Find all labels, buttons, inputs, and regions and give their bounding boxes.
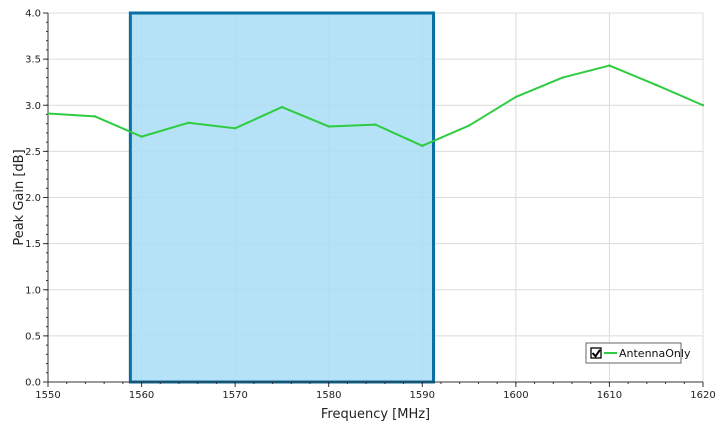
x-tick-label: 1550 (35, 390, 60, 401)
x-tick-label: 1560 (129, 390, 154, 401)
data-point (467, 124, 471, 127)
data-point (187, 121, 190, 124)
data-point (514, 95, 518, 99)
data-point (701, 104, 705, 107)
data-point (421, 144, 424, 148)
data-point (233, 127, 237, 130)
check-icon (591, 349, 601, 358)
frequency-band-highlight[interactable] (128, 11, 436, 384)
y-tick-label: 4.0 (25, 9, 41, 20)
data-point (46, 112, 50, 115)
data-point (140, 135, 143, 138)
x-axis-title: Frequency [MHz] (321, 407, 430, 422)
x-tick-label: 1580 (316, 390, 341, 401)
legend-label: AntennaOnly (619, 347, 691, 360)
x-tick-label: 1620 (690, 390, 715, 401)
tick-labels: 1550 1560 1570 1580 1590 1600 1610 1620 0.0 0.5 1.… (25, 9, 716, 402)
y-axis-title: Peak Gain [dB] (12, 149, 27, 245)
x-tick-label: 1610 (597, 390, 622, 401)
y-tick-label: 3.0 (25, 101, 41, 112)
legend-checkbox[interactable] (590, 347, 602, 359)
y-tick-label: 2.5 (25, 147, 41, 158)
x-tick-label: 1600 (503, 390, 528, 401)
y-tick-label: 1.5 (25, 239, 41, 250)
data-point (608, 64, 611, 67)
data-point (655, 83, 658, 87)
y-tick-label: 1.0 (25, 285, 41, 296)
data-point (327, 125, 330, 128)
y-tick-label: 2.0 (25, 193, 41, 204)
legend[interactable]: AntennaOnly (585, 342, 691, 364)
y-tick-label: 0.5 (25, 331, 41, 342)
x-tick-label: 1590 (410, 390, 435, 401)
data-point (561, 76, 564, 79)
tick-marks (43, 12, 704, 387)
series-layer (46, 64, 705, 148)
data-point (280, 105, 284, 109)
legend-box (585, 342, 682, 364)
y-tick-label: 3.5 (25, 55, 41, 66)
data-point (374, 123, 377, 126)
data-point (93, 115, 96, 118)
y-tick-label: 0.0 (25, 378, 41, 389)
x-tick-label: 1570 (222, 390, 247, 401)
